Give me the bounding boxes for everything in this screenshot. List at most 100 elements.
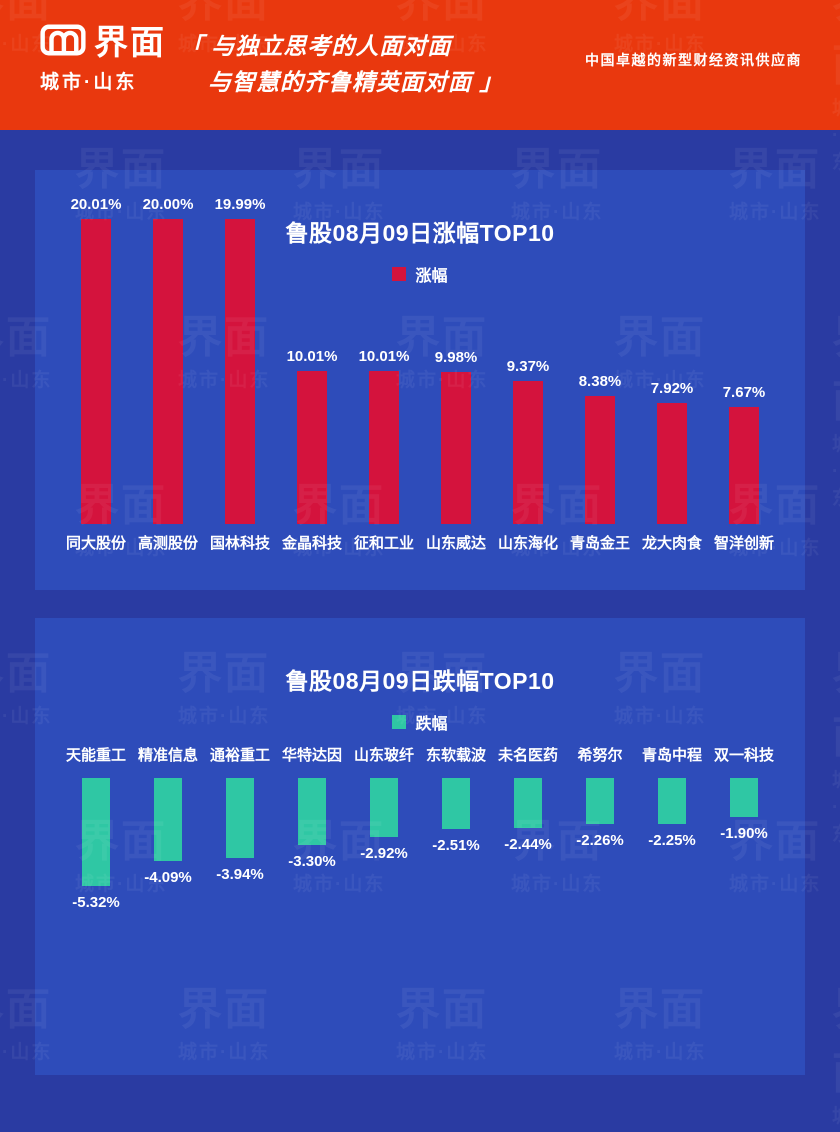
slogan-line-1: 「 与独立思考的人面对面 [180, 33, 452, 59]
bar [441, 372, 471, 524]
brand-logo-block: 界面 城市·山东 [40, 24, 166, 94]
bar-category-label: 智洋创新 [713, 535, 774, 552]
bar-column: 通裕重工 -3.94% [204, 746, 276, 883]
bar-value-label: -3.94% [216, 866, 264, 883]
bar [298, 778, 326, 845]
bar-column: 7.92% 龙大肉食 [636, 380, 708, 554]
bar-value-label: 19.99% [214, 196, 266, 213]
gainers-legend: 涨幅 [35, 262, 805, 286]
bar-column: 9.98% 山东威达 [420, 349, 492, 554]
bar-category-label: 青岛金王 [569, 535, 630, 552]
jiemian-logo-icon [40, 24, 86, 61]
bar-value-label: 7.67% [722, 384, 766, 401]
bar-category-label: 天能重工 [65, 747, 126, 764]
bar-column: 未名医药 -2.44% [492, 746, 564, 853]
bar-value-label: 9.98% [434, 349, 478, 366]
bar-column: 10.01% 征和工业 [348, 348, 420, 554]
bar-column: 7.67% 智洋创新 [708, 384, 780, 554]
bar-column: 华特达因 -3.30% [276, 746, 348, 870]
losers-chart-title: 鲁股08月09日跌幅TOP10 [285, 668, 555, 694]
losers-bars: 天能重工 -5.32% 精准信息 -4.09% 通裕重工 -3.94% 华特达因 -3.30%… [60, 746, 780, 911]
bar-value-label: -1.90% [720, 825, 768, 842]
bar-category-label: 国林科技 [209, 535, 270, 552]
bar-column: 10.01% 金晶科技 [276, 348, 348, 554]
bar-category-label: 征和工业 [353, 535, 414, 552]
bar-category-label: 未名医药 [497, 747, 558, 764]
bar-category-label: 精准信息 [137, 747, 198, 764]
bar-category-label: 华特达因 [281, 747, 342, 764]
bar-value-label: -3.30% [288, 853, 336, 870]
bar-category-label: 青岛中程 [641, 747, 702, 764]
bar-value-label: -2.25% [648, 832, 696, 849]
bar [153, 219, 183, 524]
bar [369, 371, 399, 524]
bar-column: 希努尔 -2.26% [564, 746, 636, 849]
bar [657, 403, 687, 524]
bar-value-label: 9.37% [506, 358, 550, 375]
header-banner: 界面 城市·山东 「 与独立思考的人面对面 与智慧的齐鲁精英面对面 」 中国卓越… [0, 0, 840, 130]
bar [81, 219, 111, 524]
gainers-legend-swatch [392, 267, 407, 281]
bar [585, 396, 615, 524]
bar [225, 219, 255, 524]
bar-value-label: -2.92% [360, 845, 408, 862]
bar-column: 天能重工 -5.32% [60, 746, 132, 911]
bar [442, 778, 470, 829]
bar-value-label: -2.51% [432, 837, 480, 854]
bar-column: 东软载波 -2.51% [420, 746, 492, 854]
gainers-chart-panel: 鲁股08月09日涨幅TOP10 涨幅 20.01% 同大股份 20.00% 高测股份 1… [35, 170, 805, 590]
bar [297, 371, 327, 524]
bar-category-label: 山东玻纤 [353, 747, 414, 764]
bar-category-label: 金晶科技 [281, 535, 342, 552]
bar [82, 778, 110, 886]
bar-column: 8.38% 青岛金王 [564, 373, 636, 554]
gainers-chart-title: 鲁股08月09日涨幅TOP10 [285, 220, 555, 246]
bar-category-label: 龙大肉食 [641, 535, 702, 552]
slogan-line-2: 与智慧的齐鲁精英面对面 」 [208, 69, 504, 95]
bar [658, 778, 686, 824]
bar-category-label: 山东威达 [425, 535, 486, 552]
bar-column: 20.00% 高测股份 [132, 196, 204, 554]
losers-legend-label: 跌幅 [415, 716, 448, 733]
bar-value-label: 20.00% [142, 196, 194, 213]
header-tagline: 中国卓越的新型财经资讯供应商 [585, 52, 802, 68]
bar [729, 407, 759, 524]
bar-category-label: 东软载波 [425, 747, 486, 764]
bar-value-label: 8.38% [578, 373, 622, 390]
brand-name: 界面 [94, 23, 166, 62]
bar-value-label: 20.01% [70, 196, 122, 213]
bar [586, 778, 614, 824]
losers-chart-panel: 鲁股08月09日跌幅TOP10 跌幅 天能重工 -5.32% 精准信息 -4.09% 通… [35, 618, 805, 1075]
bar-category-label: 山东海化 [497, 535, 558, 552]
bar-column: 9.37% 山东海化 [492, 358, 564, 554]
bar [226, 778, 254, 858]
bar-value-label: -4.09% [144, 869, 192, 886]
bar-category-label: 同大股份 [65, 535, 126, 552]
bar-value-label: 7.92% [650, 380, 694, 397]
bar-value-label: -2.44% [504, 836, 552, 853]
bar-category-label: 希努尔 [577, 747, 623, 764]
bar-value-label: -2.26% [576, 832, 624, 849]
bar-column: 双一科技 -1.90% [708, 746, 780, 842]
bar [730, 778, 758, 817]
brand-region-label: 城市·山东 [40, 72, 138, 93]
bar [514, 778, 542, 828]
bar-column: 山东玻纤 -2.92% [348, 746, 420, 862]
header-slogan: 「 与独立思考的人面对面 与智慧的齐鲁精英面对面 」 [180, 28, 503, 100]
bar-category-label: 通裕重工 [209, 747, 270, 764]
gainers-bars: 20.01% 同大股份 20.00% 高测股份 19.99% 国林科技 10.01% 金晶科技… [60, 196, 780, 554]
bar [370, 778, 398, 837]
bar-column: 青岛中程 -2.25% [636, 746, 708, 849]
losers-legend-swatch [392, 715, 407, 729]
bar-value-label: 10.01% [358, 348, 410, 365]
bar [513, 381, 543, 524]
bar-column: 精准信息 -4.09% [132, 746, 204, 886]
bar-category-label: 双一科技 [713, 747, 774, 764]
bar-value-label: 10.01% [286, 348, 338, 365]
bar [154, 778, 182, 861]
bar-value-label: -5.32% [72, 894, 120, 911]
bar-column: 20.01% 同大股份 [60, 196, 132, 554]
